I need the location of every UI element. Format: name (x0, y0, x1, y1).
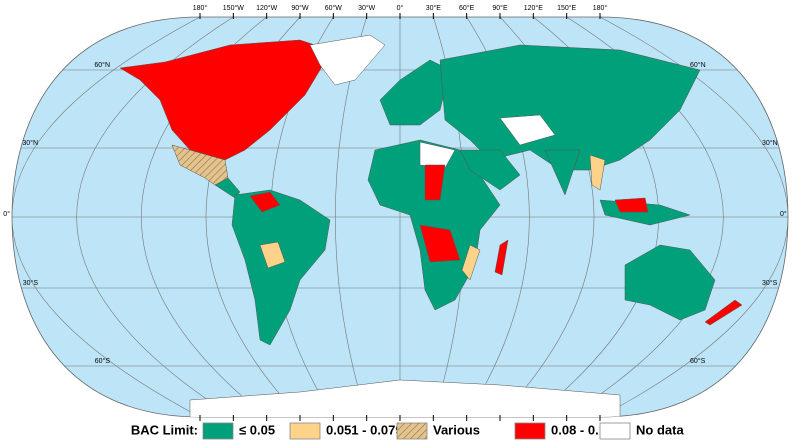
new-zealand (704, 299, 743, 326)
longitude-label: 180° (593, 4, 608, 12)
venezuela (249, 191, 281, 213)
legend-swatch (396, 422, 428, 440)
longitude-label: 60°W (325, 4, 343, 12)
longitude-label: 30°E (426, 4, 442, 12)
legend-label: No data (636, 422, 684, 437)
legend-label: 0.051 - 0.079 (326, 422, 403, 437)
longitude-label: 120°W (256, 4, 277, 12)
chad (424, 164, 446, 201)
legend: BAC Limit: ≤ 0.05 0.051 - 0.079 Various 0.0… (131, 422, 684, 440)
antarctica (189, 379, 621, 417)
latitude-label: 0° (780, 210, 787, 218)
longitude-label: 0° (397, 4, 404, 12)
longitude-label: 150°E (557, 4, 576, 12)
legend-swatch (599, 422, 631, 440)
latitude-label: 30°N (762, 139, 778, 147)
longitude-label: 180° (193, 4, 208, 12)
legend-label: Various (433, 422, 480, 437)
north-america (119, 39, 331, 161)
latitude-label: 60°N (94, 61, 110, 69)
greenland (309, 34, 386, 86)
latitude-label: 60°N (690, 61, 706, 69)
legend-label: ≤ 0.05 (239, 422, 275, 437)
longitude-label: 150°W (223, 4, 244, 12)
longitude-label: 90°W (291, 4, 309, 12)
legend-swatch (289, 422, 321, 440)
central-america (214, 177, 241, 199)
sahara (419, 141, 456, 169)
longitude-label: 90°E (492, 4, 508, 12)
latitude-label: 30°N (22, 139, 38, 147)
legend-swatch (202, 422, 234, 440)
graticule-labels: 180°180°150°W150°W120°W120°W90°W90°W60°W… (3, 4, 787, 421)
latitude-label: 60°S (95, 357, 111, 365)
south-america (231, 189, 331, 346)
legend-label: 0.08 - 0.10 (551, 422, 613, 437)
longitude-label: 30°W (358, 4, 376, 12)
malaysia (614, 197, 649, 213)
madagascar (494, 239, 509, 276)
longitude-label: 120°E (524, 4, 543, 12)
latitude-label: 60°S (690, 357, 706, 365)
latitude-label: 30°S (762, 279, 778, 287)
legend-swatch (514, 422, 546, 440)
latitude-label: 0° (3, 210, 10, 218)
longitude-label: 60°E (459, 4, 475, 12)
legend-title: BAC Limit: (131, 422, 198, 437)
india (544, 149, 581, 196)
australia (624, 244, 716, 321)
mozambique (461, 244, 481, 281)
central-africa (419, 224, 461, 263)
central-asia (499, 114, 556, 146)
middle-east (459, 149, 521, 191)
asia (439, 44, 701, 171)
land (119, 34, 743, 417)
thailand (589, 154, 606, 191)
bolivia (259, 241, 286, 269)
latitude-label: 30°S (23, 279, 39, 287)
